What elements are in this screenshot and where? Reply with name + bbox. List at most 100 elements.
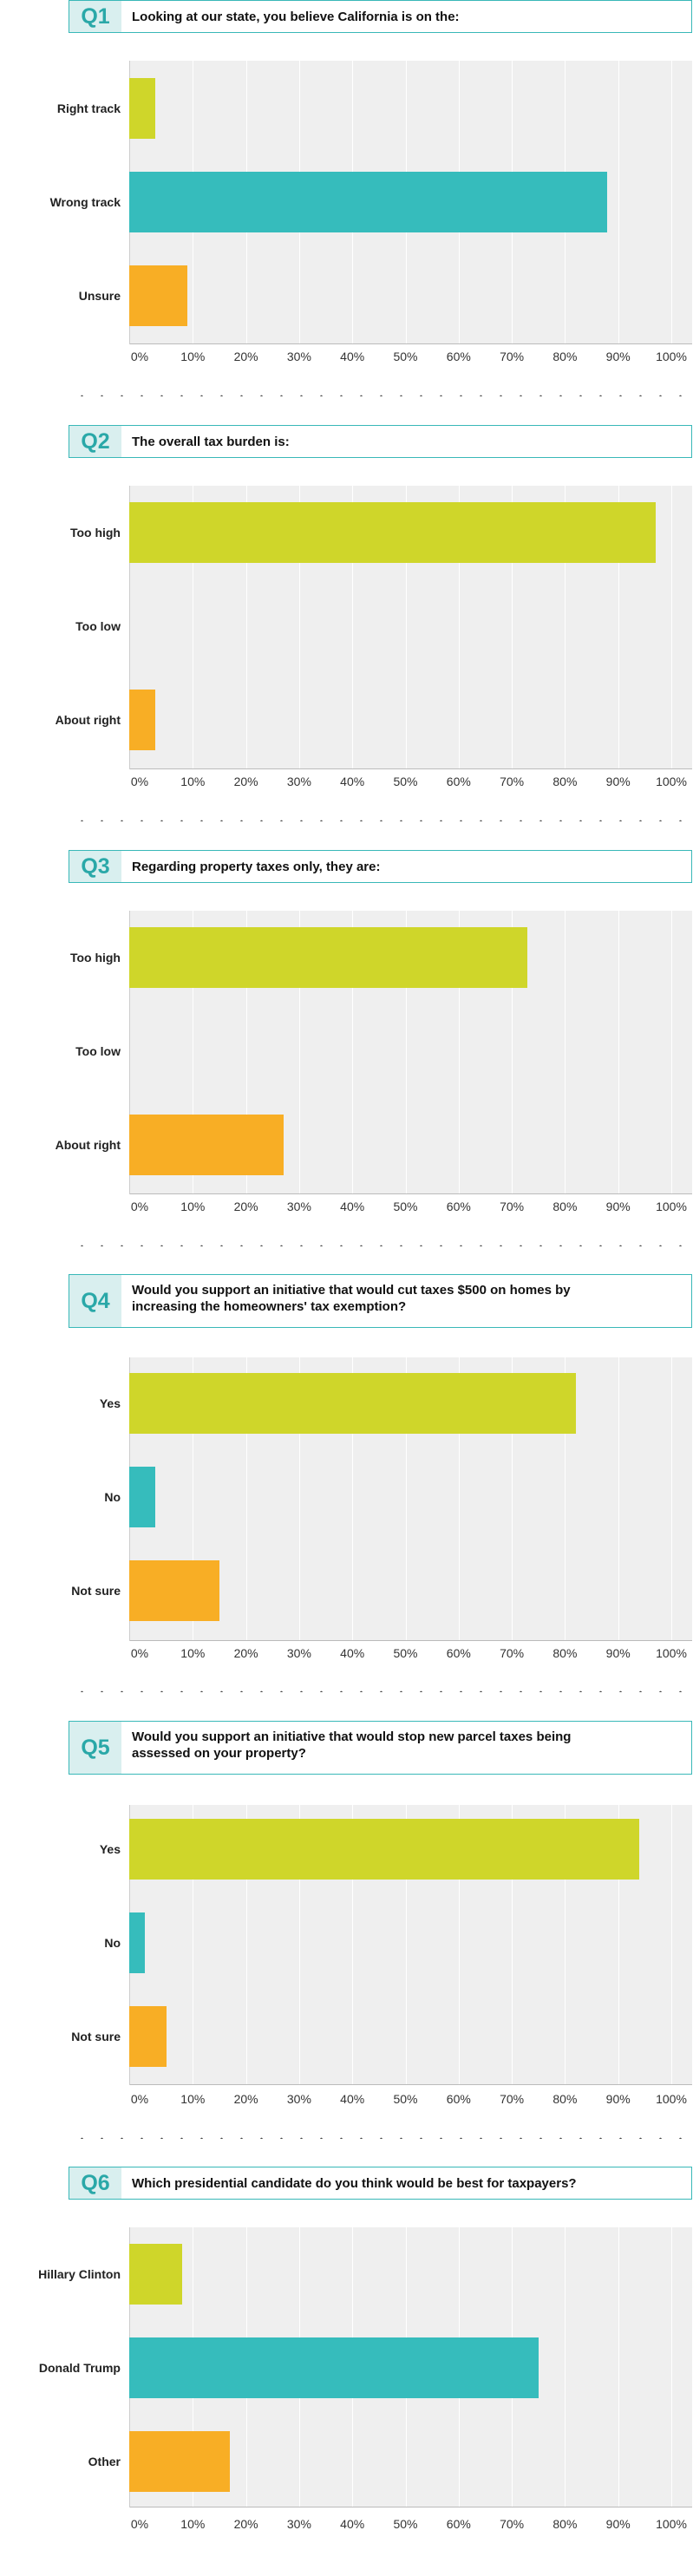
gridline bbox=[618, 1805, 619, 2085]
x-tick-label: 80% bbox=[552, 2517, 578, 2531]
category-label: Yes bbox=[99, 1396, 121, 1410]
bar-no bbox=[129, 1912, 146, 1973]
x-tick-label: 100% bbox=[656, 2092, 687, 2106]
bar-donald-trump bbox=[129, 2337, 539, 2398]
x-tick-label: 80% bbox=[552, 775, 578, 788]
section-divider bbox=[69, 1690, 692, 1692]
x-tick-label: 0% bbox=[130, 775, 149, 788]
gridline bbox=[245, 1805, 247, 2085]
gridline bbox=[671, 1357, 672, 1641]
gridline bbox=[405, 1357, 407, 1641]
question-title: Would you support an initiative that wou… bbox=[132, 1283, 571, 1314]
x-tick-label: 40% bbox=[340, 2092, 365, 2106]
gridline bbox=[298, 1357, 300, 1641]
x-tick-label: 90% bbox=[605, 350, 631, 363]
gridline bbox=[671, 486, 672, 769]
gridline bbox=[618, 911, 619, 1194]
x-tick-label: 30% bbox=[286, 350, 311, 363]
x-tick-label: 50% bbox=[393, 1200, 418, 1213]
plot-area bbox=[129, 2227, 692, 2507]
x-axis-line bbox=[129, 343, 692, 344]
gridline bbox=[618, 1357, 619, 1641]
x-tick-label: 30% bbox=[286, 775, 311, 788]
question-title: Looking at our state, you believe Califo… bbox=[132, 9, 460, 24]
x-tick-label: 100% bbox=[656, 350, 687, 363]
gridline bbox=[298, 911, 300, 1194]
bar-not-sure bbox=[129, 2006, 167, 2067]
x-tick-label: 70% bbox=[500, 1200, 525, 1213]
gridline bbox=[245, 1357, 247, 1641]
gridline bbox=[458, 911, 460, 1194]
plot-area bbox=[129, 911, 692, 1194]
gridline bbox=[671, 911, 672, 1194]
x-tick-label: 100% bbox=[656, 2517, 687, 2531]
gridline bbox=[245, 486, 247, 769]
x-tick-label: 40% bbox=[340, 1200, 365, 1213]
bar-wrong-track bbox=[129, 172, 608, 232]
x-tick-label: 20% bbox=[233, 1646, 258, 1660]
question-header: Q1 Looking at our state, you believe Cali… bbox=[69, 0, 692, 33]
x-tick-label: 50% bbox=[393, 1646, 418, 1660]
gridline bbox=[671, 61, 672, 344]
bar-about-right bbox=[129, 690, 156, 750]
x-tick-label: 70% bbox=[500, 2092, 525, 2106]
category-label: No bbox=[104, 1936, 121, 1950]
category-label: Unsure bbox=[78, 289, 121, 303]
x-tick-label: 20% bbox=[233, 775, 258, 788]
gridline bbox=[245, 911, 247, 1194]
x-axis-line bbox=[129, 1193, 692, 1194]
x-tick-label: 30% bbox=[286, 2517, 311, 2531]
question-header: Q4 Would you support an initiative that w… bbox=[69, 1274, 692, 1328]
x-tick-label: 10% bbox=[180, 350, 206, 363]
category-label: Too low bbox=[75, 1044, 121, 1058]
gridline bbox=[512, 486, 513, 769]
gridline bbox=[405, 486, 407, 769]
gridline bbox=[618, 2227, 619, 2507]
x-tick-label: 90% bbox=[605, 775, 631, 788]
x-tick-label: 40% bbox=[340, 775, 365, 788]
gridline bbox=[618, 486, 619, 769]
x-tick-label: 60% bbox=[446, 2092, 471, 2106]
x-tick-label: 80% bbox=[552, 1200, 578, 1213]
x-tick-label: 0% bbox=[130, 350, 149, 363]
plot-area bbox=[129, 486, 692, 769]
bar-hillary-clinton bbox=[129, 2244, 183, 2305]
gridline bbox=[565, 2227, 566, 2507]
gridline bbox=[565, 486, 566, 769]
category-label: Wrong track bbox=[49, 195, 121, 209]
x-tick-label: 30% bbox=[286, 1200, 311, 1213]
gridline bbox=[352, 1805, 354, 2085]
question-header: Q5 Would you support an initiative that w… bbox=[69, 1721, 692, 1775]
bar-no bbox=[129, 1467, 156, 1527]
x-tick-label: 60% bbox=[446, 2517, 471, 2531]
gridline bbox=[405, 911, 407, 1194]
gridline bbox=[298, 486, 300, 769]
x-tick-label: 90% bbox=[605, 2517, 631, 2531]
x-tick-label: 10% bbox=[180, 2517, 206, 2531]
gridline bbox=[565, 1357, 566, 1641]
question-header: Q2 The overall tax burden is: bbox=[69, 425, 692, 458]
x-tick-label: 50% bbox=[393, 2092, 418, 2106]
x-tick-label: 70% bbox=[500, 1646, 525, 1660]
gridline bbox=[405, 1805, 407, 2085]
section-divider bbox=[69, 1245, 692, 1246]
x-tick-label: 100% bbox=[656, 1646, 687, 1660]
x-tick-label: 60% bbox=[446, 1200, 471, 1213]
question-header: Q3 Regarding property taxes only, they ar… bbox=[69, 850, 692, 883]
gridline bbox=[671, 2227, 672, 2507]
question-number: Q4 bbox=[69, 1275, 121, 1327]
gridline bbox=[565, 911, 566, 1194]
question-number: Q3 bbox=[69, 851, 121, 882]
bar-not-sure bbox=[129, 1560, 219, 1621]
bar-yes bbox=[129, 1373, 576, 1434]
x-tick-label: 70% bbox=[500, 350, 525, 363]
gridline bbox=[618, 61, 619, 344]
question-number: Q6 bbox=[69, 2167, 121, 2199]
x-tick-label: 70% bbox=[500, 2517, 525, 2531]
x-tick-label: 0% bbox=[130, 2092, 149, 2106]
question-title: Regarding property taxes only, they are: bbox=[132, 859, 381, 874]
category-label: Too low bbox=[75, 619, 121, 633]
category-label: Hillary Clinton bbox=[38, 2267, 121, 2281]
category-label: Other bbox=[88, 2455, 121, 2468]
bar-yes bbox=[129, 1819, 640, 1880]
